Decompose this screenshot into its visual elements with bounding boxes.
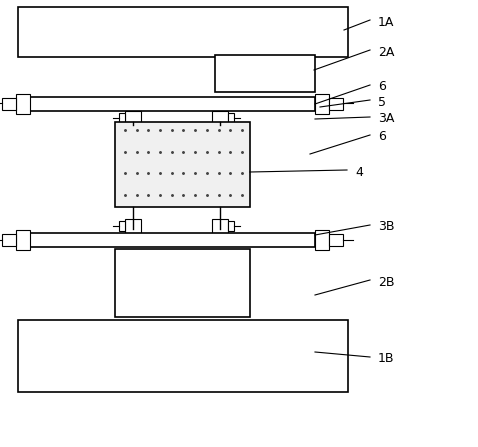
Bar	[18, 7, 348, 57]
Bar	[125, 219, 141, 233]
Bar	[315, 230, 329, 250]
Text: 6: 6	[378, 131, 386, 143]
Text: 5: 5	[378, 96, 386, 109]
Bar	[315, 94, 329, 114]
Bar	[215, 55, 315, 92]
Text: 2B: 2B	[378, 275, 394, 288]
Bar	[2, 98, 16, 110]
Bar	[228, 113, 234, 123]
Bar	[30, 233, 315, 247]
Bar	[115, 249, 250, 317]
Bar	[18, 320, 348, 392]
Bar	[212, 111, 228, 125]
Text: 1A: 1A	[378, 16, 394, 29]
Bar	[329, 98, 343, 110]
Bar	[2, 234, 16, 246]
Bar	[30, 97, 315, 111]
Bar	[119, 221, 125, 231]
Bar	[115, 122, 250, 207]
Bar	[212, 219, 228, 233]
Bar	[125, 111, 141, 125]
Text: 3B: 3B	[378, 220, 394, 233]
Bar	[119, 113, 125, 123]
Text: 1B: 1B	[378, 353, 394, 366]
Bar	[329, 234, 343, 246]
Text: 2A: 2A	[378, 46, 394, 59]
Bar	[16, 94, 30, 114]
Text: 4: 4	[355, 165, 363, 178]
Bar	[228, 221, 234, 231]
Bar	[16, 230, 30, 250]
Text: 3A: 3A	[378, 113, 394, 126]
Text: 6: 6	[378, 80, 386, 93]
